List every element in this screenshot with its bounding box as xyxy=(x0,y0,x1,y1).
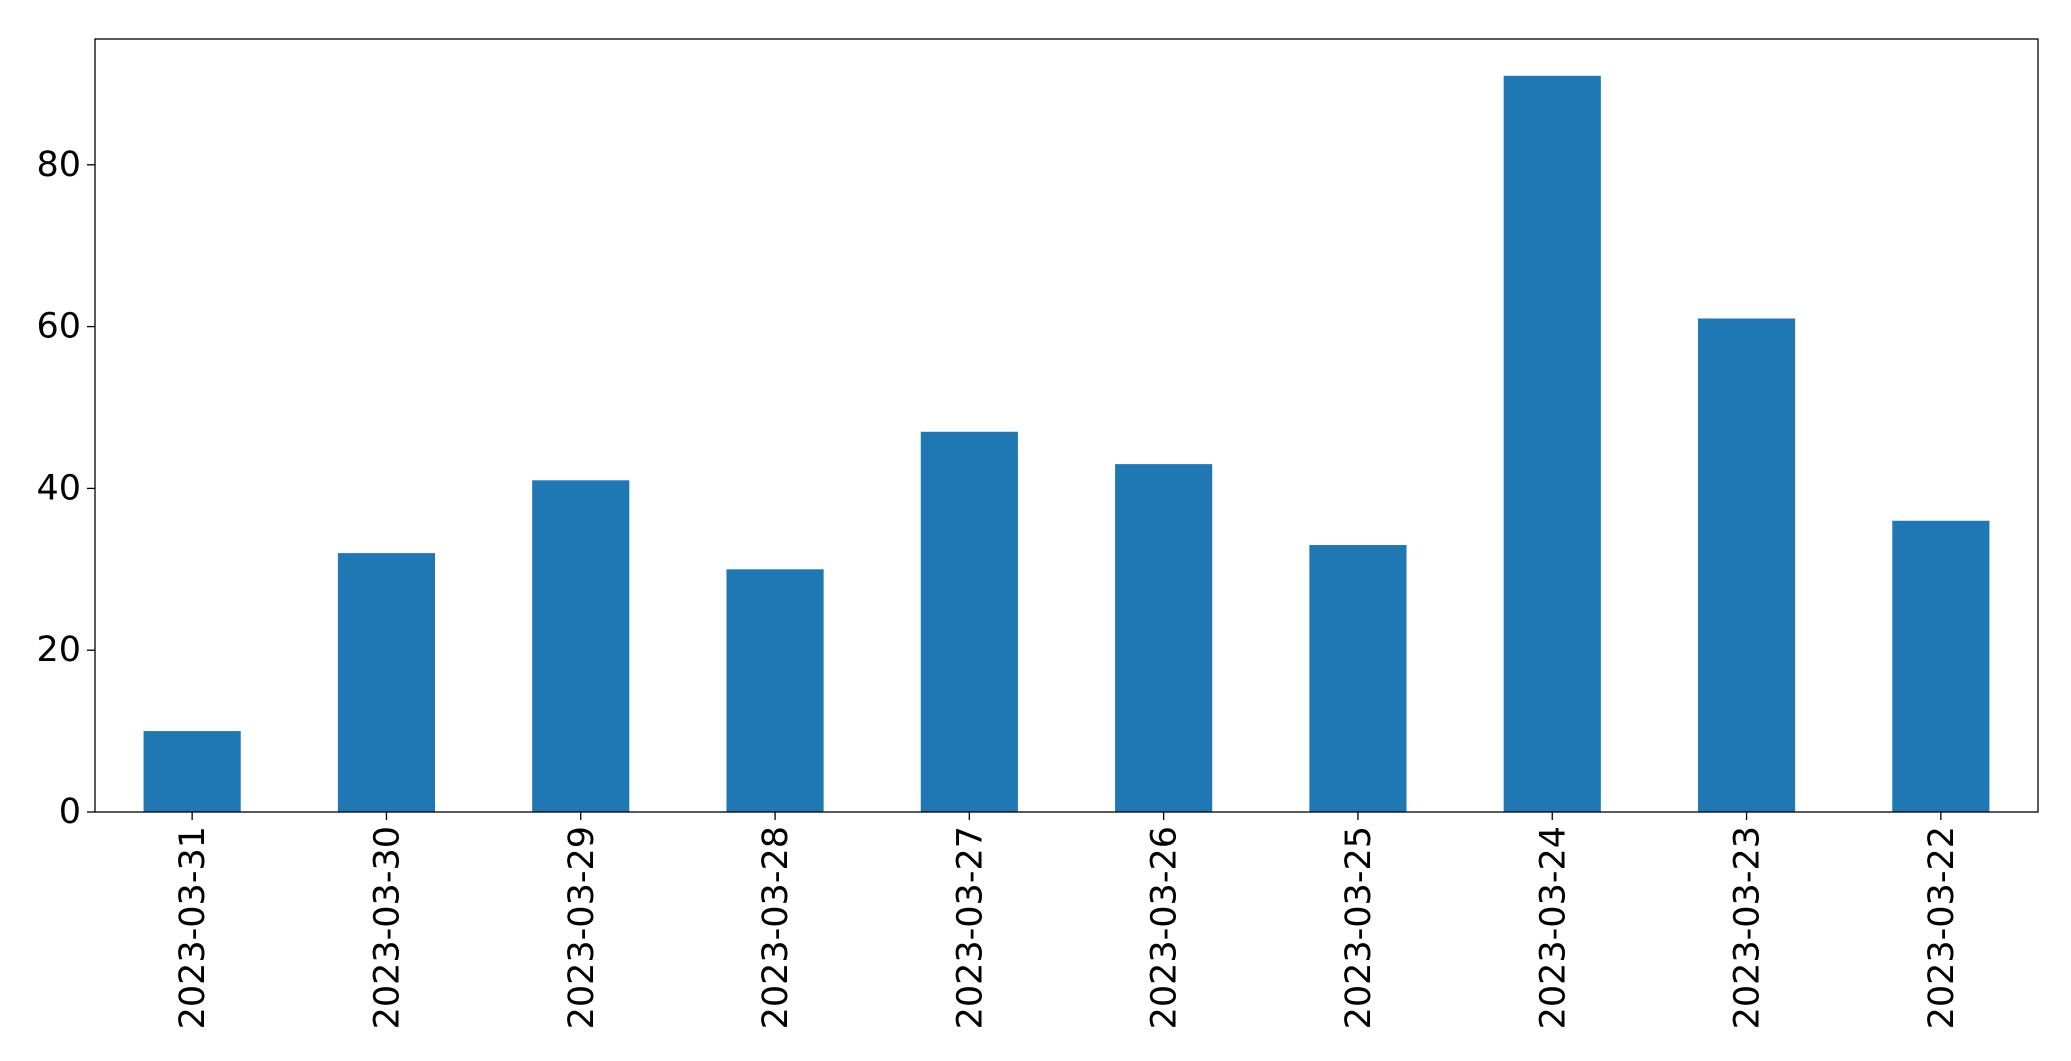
x-tick-label: 2023-03-31 xyxy=(173,826,213,1029)
y-tick-label: 40 xyxy=(36,468,81,508)
y-tick-label: 20 xyxy=(36,630,81,670)
y-axis: 0 20 40 60 80 xyxy=(36,145,95,832)
x-tick-label: 2023-03-26 xyxy=(1145,826,1185,1029)
plot-frame xyxy=(94,38,2039,813)
bar-2023-03-24 xyxy=(1503,75,1601,812)
y-tick-label: 80 xyxy=(36,145,81,185)
x-tick-label: 2023-03-25 xyxy=(1339,826,1379,1029)
x-axis: 2023-03-31 2023-03-30 2023-03-29 2023-03-28… xyxy=(173,812,1962,1029)
x-tick-label: 2023-03-22 xyxy=(1922,826,1962,1029)
y-tick-label: 60 xyxy=(36,307,81,347)
x-tick-label: 2023-03-23 xyxy=(1728,826,1768,1029)
bar-2023-03-31 xyxy=(143,731,241,812)
bar-2023-03-27 xyxy=(920,431,1018,812)
bar-2023-03-25 xyxy=(1309,545,1407,812)
bar-2023-03-29 xyxy=(532,480,630,812)
bar-2023-03-30 xyxy=(337,553,436,812)
x-tick-label: 2023-03-28 xyxy=(756,826,796,1029)
y-tick-label: 0 xyxy=(59,792,81,832)
bar-2023-03-26 xyxy=(1115,464,1213,812)
bar-2023-03-22 xyxy=(1892,520,1990,812)
x-tick-label: 2023-03-30 xyxy=(367,826,407,1029)
bars-group xyxy=(143,75,1990,812)
bar-2023-03-23 xyxy=(1697,318,1796,812)
bar-2023-03-28 xyxy=(726,569,824,812)
x-tick-label: 2023-03-27 xyxy=(950,826,990,1029)
x-tick-label: 2023-03-24 xyxy=(1533,826,1573,1029)
x-tick-label: 2023-03-29 xyxy=(562,826,602,1029)
